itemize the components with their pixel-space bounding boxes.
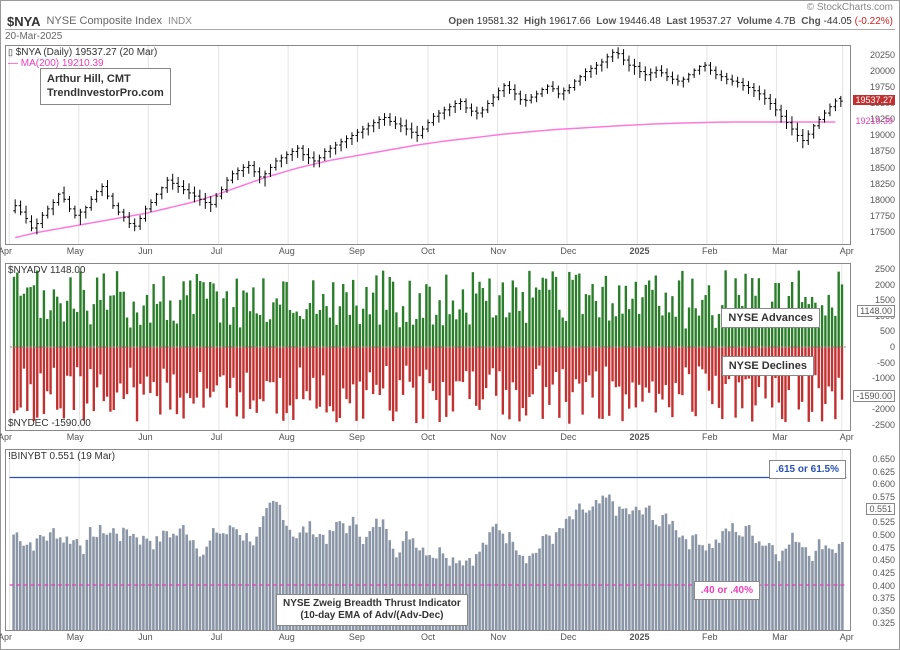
header-ohlc: Open 19581.32 High 19617.66 Low 19446.48… xyxy=(448,16,893,27)
panel1-yaxis: 2025020000197501950019250190001875018500… xyxy=(853,45,897,245)
chart-date: 20-Mar-2025 xyxy=(5,31,62,42)
panel3-xaxis: AprMayJunJulAugSepOctNovDec2025FebMarApr xyxy=(5,632,851,644)
price-panel: ▯ $NYA (Daily) 19537.27 (20 Mar) — MA(20… xyxy=(5,45,851,245)
panel2-xaxis: AprMayJunJulAugSepOctNovDec2025FebMarApr xyxy=(5,432,851,444)
chart-container: { "attribution":"© StockCharts.com", "he… xyxy=(0,0,900,650)
advdec-panel: $NYADV 1148.00 NYSE Advances NYSE Declin… xyxy=(5,263,851,431)
panel1-xaxis: AprMayJunJulAugSepOctNovDec2025FebMarApr xyxy=(5,246,851,258)
breadth-panel: !BINYBT 0.551 (19 Mar) .615 or 61.5% .40… xyxy=(5,449,851,631)
panel3-legend: !BINYBT 0.551 (19 Mar) xyxy=(8,451,115,462)
panel1-legend: ▯ $NYA (Daily) 19537.27 (20 Mar) — MA(20… xyxy=(8,47,157,69)
advances-label: NYSE Advances xyxy=(721,308,820,328)
panel3-title-box: NYSE Zweig Breadth Thrust Indicator(10-d… xyxy=(276,594,468,626)
advdec-svg xyxy=(6,264,850,430)
author-annotation: Arthur Hill, CMTTrendInvestorPro.com xyxy=(40,68,171,105)
panel2-yaxis: 25002000150010005000-500-1000-1500-2000-… xyxy=(853,263,897,431)
header-type: INDX xyxy=(168,16,192,27)
declines-label: NYSE Declines xyxy=(722,356,814,376)
upper-threshold-label: .615 or 61.5% xyxy=(769,460,846,479)
header-name: NYSE Composite Index xyxy=(46,15,162,27)
panel3-yaxis: 0.6500.6250.6000.5750.5500.5250.5000.475… xyxy=(853,449,897,631)
panel2-legend-adv: $NYADV 1148.00 xyxy=(8,265,85,276)
chart-header: $NYA NYSE Composite Index INDX Open 1958… xyxy=(5,13,895,30)
panel2-legend-dec: $NYDEC -1590.00 xyxy=(8,418,91,429)
header-symbol: $NYA xyxy=(7,14,40,29)
lower-threshold-label: .40 or .40% xyxy=(694,581,760,600)
attribution-text: © StockCharts.com xyxy=(807,2,893,13)
